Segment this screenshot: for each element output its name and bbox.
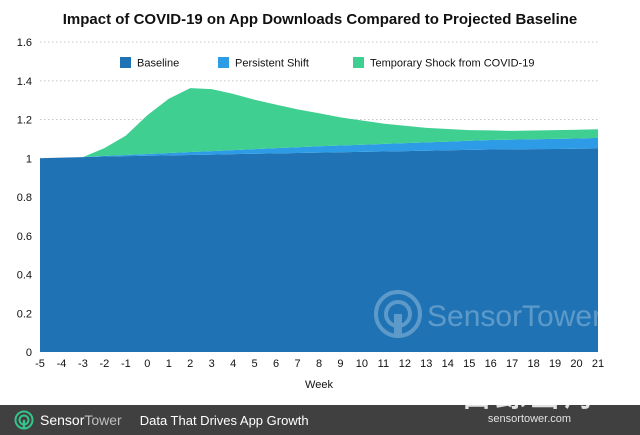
x-tick-label: 15 (463, 358, 475, 370)
x-tick-label: 2 (187, 358, 193, 370)
legend: Baseline Persistent Shift Temporary Shock … (120, 57, 534, 70)
footer-bar: SensorTower Data That Drives App Growth (0, 405, 640, 435)
legend-label: Baseline (137, 58, 179, 70)
y-tick-label: 1.6 (17, 37, 32, 49)
x-tick-label: 8 (316, 358, 322, 370)
x-tick-label: -2 (99, 358, 109, 370)
footer-brand-primary: Sensor (40, 412, 85, 428)
x-tick-label: 17 (506, 358, 518, 370)
x-tick-label: 18 (527, 358, 539, 370)
y-tick-label: 0.2 (17, 308, 32, 320)
legend-swatch (120, 57, 131, 68)
footer-brand: SensorTower (40, 412, 122, 428)
x-tick-label: 16 (485, 358, 497, 370)
area-series-baseline (40, 148, 598, 352)
y-tick-label: 0.4 (17, 270, 32, 282)
legend-label: Persistent Shift (235, 58, 309, 70)
x-tick-label: 0 (144, 358, 150, 370)
legend-item: Persistent Shift (218, 57, 309, 70)
corner-watermark-main: 白鲸出海 (461, 379, 598, 413)
x-tick-label: 9 (337, 358, 343, 370)
area-series-temporary-shock-from-covid-19 (40, 88, 598, 159)
y-tick-label: 1.2 (17, 115, 32, 127)
legend-item: Temporary Shock from COVID-19 (353, 57, 534, 70)
footer-tagline: Data That Drives App Growth (139, 412, 309, 428)
y-tick-label: 0.8 (17, 192, 32, 204)
x-tick-label: 5 (252, 358, 258, 370)
x-tick-label: 21 (592, 358, 604, 370)
x-axis-label: Week (305, 379, 333, 391)
x-tick-label: 20 (570, 358, 582, 370)
footer-logo: SensorTower (14, 410, 122, 430)
area-series-persistent-shift (40, 137, 598, 159)
sensortower-logo-icon (14, 410, 34, 430)
x-tick-label: -1 (121, 358, 131, 370)
y-tick-label: 1 (26, 153, 32, 165)
corner-watermark-sub: sensortower.com (487, 412, 572, 425)
x-tick-label: 13 (420, 358, 432, 370)
chart-title: Impact of COVID-19 on App Downloads Comp… (63, 11, 578, 28)
area-layer (40, 88, 598, 352)
x-tick-label: 11 (378, 358, 389, 370)
x-tick-label: -3 (78, 358, 88, 370)
x-tick-label: 7 (294, 358, 300, 370)
legend-swatch (218, 57, 229, 68)
chart-watermark-text: SensorTower (427, 300, 602, 333)
chart-watermark: SensorTower (374, 290, 602, 338)
y-tick-label: 1.4 (17, 76, 32, 88)
x-tick-label: 6 (273, 358, 279, 370)
x-tick-label: 14 (442, 358, 454, 370)
y-tick-label: 0 (26, 347, 32, 359)
footer-brand-secondary: Tower (84, 412, 122, 428)
legend-label: Temporary Shock from COVID-19 (370, 58, 534, 70)
legend-swatch (353, 57, 364, 68)
legend-item: Baseline (120, 57, 179, 70)
x-tick-label: -5 (35, 358, 45, 370)
x-tick-label: 3 (209, 358, 215, 370)
x-tick-label: 10 (356, 358, 368, 370)
corner-watermark: 白鲸出海 sensortower.com (427, 375, 632, 431)
x-tick-label: 1 (166, 358, 172, 370)
chart: Impact of COVID-19 on App Downloads Comp… (17, 11, 604, 391)
x-tick-label: 4 (230, 358, 236, 370)
y-tick-label: 0.6 (17, 231, 32, 243)
x-tick-label: 12 (399, 358, 411, 370)
x-tick-label: 19 (549, 358, 561, 370)
y-axis-ticks: 0 0.2 0.4 0.6 0.8 1 1.2 1.4 1.6 (17, 37, 32, 359)
x-tick-label: -4 (57, 358, 67, 370)
x-axis-ticks: -5 -4 -3 -2 -1 0 1 2 3 4 5 6 7 8 9 10 11 12 13 14 15 16 17 18 19… (35, 358, 604, 370)
